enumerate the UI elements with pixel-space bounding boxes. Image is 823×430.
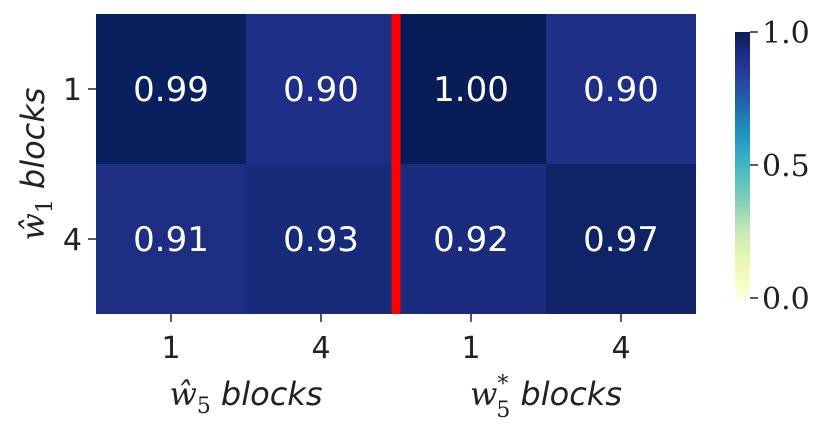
heatmap-cell — [396, 14, 546, 164]
cell-value-label: 0.90 — [583, 70, 659, 110]
x-tick-label: 4 — [611, 331, 630, 366]
x-axis-labels: ŵ5 blocks w* 5 blocks — [170, 372, 622, 423]
heatmap-cell — [96, 164, 246, 314]
axis-label-text: ŵ5 blocks — [170, 375, 323, 419]
cell-value-label: 0.90 — [283, 70, 359, 110]
axis-label-subscript: 5 — [496, 398, 510, 423]
cell-value-label: 1.00 — [433, 70, 509, 110]
x-axis-ticks: 1 4 1 4 — [161, 314, 631, 366]
heatmap-cell — [96, 14, 246, 164]
heatmap-value-labels: 0.99 0.90 1.00 0.90 0.91 0.93 0.92 0.97 — [133, 70, 659, 260]
axis-label-text: w* 5 blocks — [470, 372, 622, 423]
y-axis-label: ŵ1 blocks — [14, 88, 58, 241]
cell-value-label: 0.99 — [133, 70, 209, 110]
axis-label-word: blocks — [221, 375, 323, 413]
axis-label-superscript: * — [497, 372, 508, 397]
colorbar-tick-label: 0.5 — [762, 149, 810, 184]
heatmap-cells — [96, 14, 696, 314]
axis-label-symbol: ŵ — [14, 213, 52, 240]
x-tick-label: 4 — [311, 331, 330, 366]
cell-value-label: 0.97 — [583, 220, 659, 260]
axis-label-subscript: 5 — [197, 394, 211, 419]
x-tick-label: 1 — [161, 331, 180, 366]
y-axis-ticks: 14 — [63, 73, 96, 258]
cell-value-label: 0.93 — [283, 220, 359, 260]
axis-label-symbol: w — [470, 375, 497, 413]
axis-label-text: ŵ1 blocks — [14, 88, 58, 241]
axis-label-word: blocks — [520, 375, 622, 413]
x-tick-label: 1 — [461, 331, 480, 366]
heatmap-cell — [396, 164, 546, 314]
heatmap-cell — [246, 164, 396, 314]
cell-value-label: 0.92 — [433, 220, 509, 260]
colorbar-tick-label: 0.0 — [762, 282, 810, 317]
axis-label-word: blocks — [14, 88, 52, 190]
y-tick-label: 4 — [63, 223, 82, 258]
axis-label-subscript: 1 — [33, 199, 58, 213]
heatmap-cell — [246, 14, 396, 164]
y-tick-label: 1 — [63, 73, 82, 108]
axis-label-symbol: ŵ — [170, 375, 197, 413]
heatmap-cell — [546, 14, 696, 164]
colorbar-tick-label: 1.0 — [762, 16, 810, 51]
colorbar-gradient — [735, 32, 750, 298]
heatmap-cell — [546, 164, 696, 314]
cell-value-label: 0.91 — [133, 220, 209, 260]
colorbar: 0.0 0.5 1.0 — [735, 16, 810, 317]
